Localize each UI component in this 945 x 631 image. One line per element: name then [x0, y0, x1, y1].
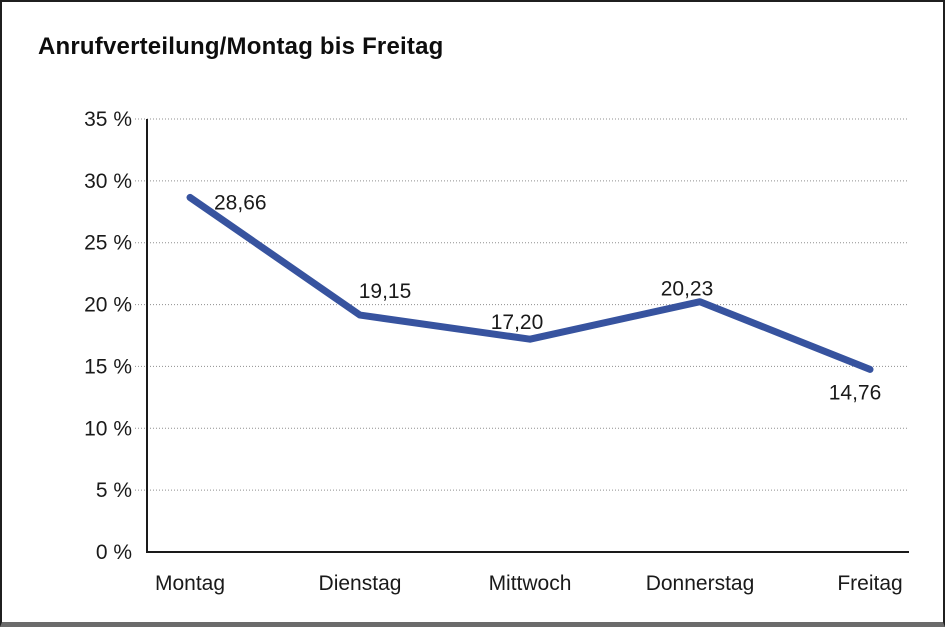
y-axis-tick-label: 25 %	[84, 232, 132, 255]
y-axis-tick-label: 20 %	[84, 294, 132, 317]
x-axis-category-label: Mittwoch	[489, 572, 572, 595]
x-axis-category-label: Freitag	[837, 572, 902, 595]
data-point-label: 17,20	[491, 311, 544, 334]
data-point-label: 14,76	[829, 381, 882, 404]
x-axis-category-label: Donnerstag	[646, 572, 755, 595]
x-axis-category-label: Montag	[155, 572, 225, 595]
y-axis-tick-label: 0 %	[96, 541, 132, 564]
y-axis-tick-label: 35 %	[84, 108, 132, 131]
x-axis-category-label: Dienstag	[319, 572, 402, 595]
data-point-label: 28,66	[214, 191, 267, 214]
data-point-label: 19,15	[359, 280, 412, 303]
axis-lines	[146, 119, 909, 553]
y-axis-tick-label: 30 %	[84, 170, 132, 193]
y-axis-tick-label: 10 %	[84, 417, 132, 440]
chart-title: Anrufverteilung/Montag bis Freitag	[38, 33, 444, 60]
y-axis-tick-label: 5 %	[96, 479, 132, 502]
data-point-label: 20,23	[661, 278, 714, 301]
y-axis-tick-label: 15 %	[84, 355, 132, 378]
series-line	[186, 193, 874, 373]
